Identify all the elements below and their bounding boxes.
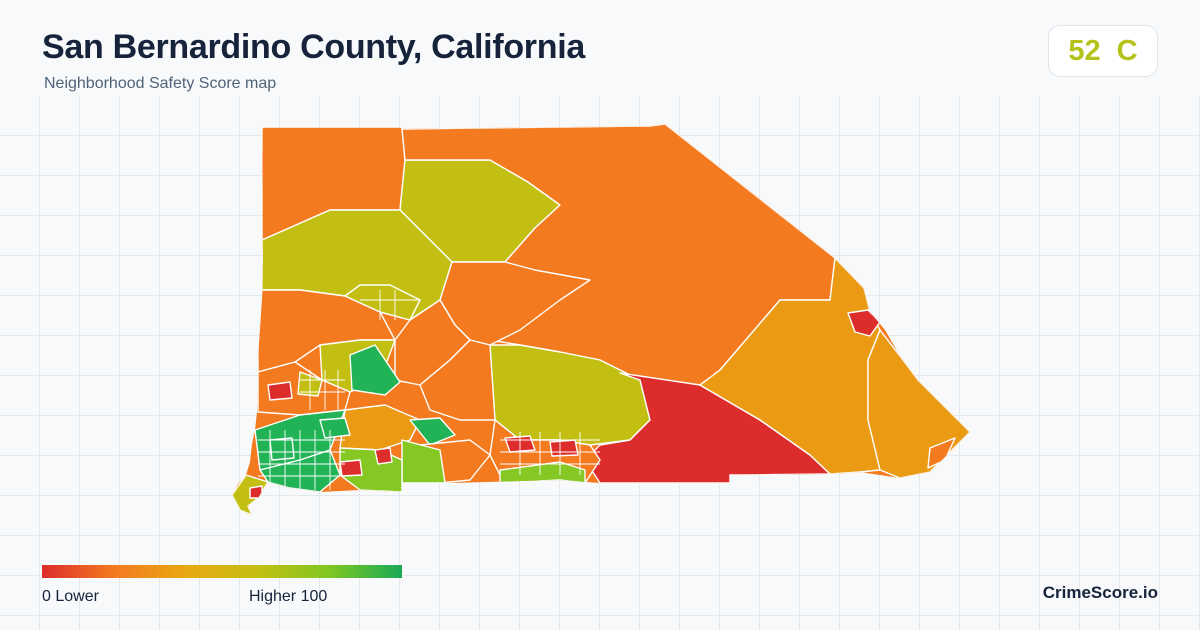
- safety-score-grade: C: [1116, 34, 1138, 67]
- tract-crestline: [409, 417, 456, 446]
- brand-logo-text: CrimeScore.io: [1042, 583, 1158, 602]
- page-title: San Bernardino County, California: [42, 28, 585, 66]
- tract-rancho-cucamonga: [319, 417, 351, 439]
- tract-rialto: [339, 459, 363, 477]
- page-subtitle: Neighborhood Safety Score map: [44, 75, 277, 92]
- tract-montclair: [249, 485, 263, 499]
- tract-lucerne-valley: [419, 339, 496, 421]
- legend-max-label: Higher 100: [249, 588, 328, 605]
- header: San Bernardino County, California Neighb…: [0, 0, 1200, 96]
- legend-color-scale: [42, 565, 402, 578]
- tract-needles-city: [847, 309, 881, 337]
- tract-apple-valley-north: [349, 344, 401, 396]
- tract-colton: [374, 447, 393, 465]
- safety-score-value: 52: [1068, 34, 1101, 67]
- tract-boundary-lines: [258, 290, 600, 490]
- tract-needles-east: [867, 329, 970, 479]
- tract-upland: [269, 437, 295, 461]
- legend-min-label: 0 Lower: [42, 588, 99, 605]
- safety-score-card: 52 C: [1048, 25, 1158, 77]
- tract-hesperia-west: [267, 381, 293, 401]
- tract-twentynine-palms: [549, 439, 579, 457]
